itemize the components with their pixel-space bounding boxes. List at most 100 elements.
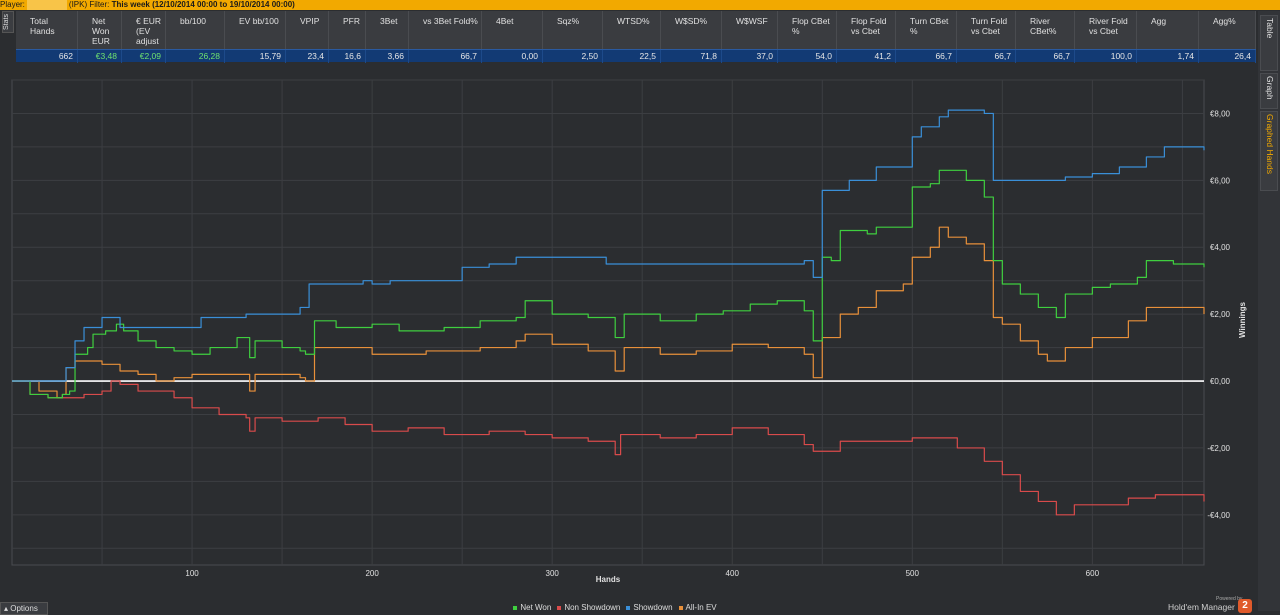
legend-swatch [557,605,562,610]
y-tick-labels: -€4,00 -€2,00 €0,00 €2,00 €4,00 €6,00 €8,00 [1207,109,1230,519]
options-label: Options [10,604,38,613]
stats-cell: 0,00 [482,50,543,63]
legend-item[interactable]: Non Showdown [557,603,620,612]
x-tick-label: 600 [1086,569,1100,578]
stats-cell: 15,79 [225,50,286,63]
stats-column-header[interactable]: VPIP [286,11,329,49]
y-axis-label: Winnings [1238,301,1247,337]
stats-column-header[interactable]: River CBet% [1016,11,1075,49]
stats-column-header[interactable]: bb/100 [166,11,225,49]
series-line-non-showdown[interactable] [12,380,1205,516]
legend-label: All-In EV [685,603,717,612]
stats-cell: 662 [16,50,78,63]
stats-cell: 22,5 [603,50,661,63]
y-tick-label: €4,00 [1210,243,1231,252]
player-label: Player: [0,0,25,9]
y-tick-label: -€2,00 [1207,444,1230,453]
legend-label: Non Showdown [564,603,621,612]
stats-column-header[interactable]: River Fold vs Cbet [1075,11,1137,49]
x-tick-label: 100 [185,569,199,578]
brand-name: Hold'em Manager [1168,602,1235,612]
tab-graph[interactable]: Graph [1260,73,1278,109]
stats-column-header[interactable]: 3Bet [366,11,409,49]
legend-swatch [678,605,683,610]
tab-graph-label: Graph [1265,76,1275,100]
legend-swatch [513,605,518,610]
stats-cell: 71,8 [661,50,722,63]
x-axis-label: Hands [596,575,621,584]
stats-cell: €3,48 [78,50,122,63]
legend-label: Net Won [520,603,552,612]
tab-table-label: Table [1265,18,1275,39]
stats-column-header[interactable]: Turn Fold vs Cbet [957,11,1016,49]
legend-swatch [626,605,631,610]
stats-column-header[interactable]: EV bb/100 [225,11,286,49]
stats-column-header[interactable]: Sqz% [543,11,603,49]
stats-cell: 54,0 [778,50,837,63]
stats-column-header[interactable]: Net Won EUR [78,11,122,49]
series-lines [12,109,1205,516]
stats-table: Total Hands Net Won EUR € EUR (EV adjust bb… [16,11,1256,63]
filter-bar: Player: (IPK) Filter: This week (12/10/2… [0,0,1280,10]
legend-item[interactable]: All-In EV [678,603,717,612]
stats-cell: 3,66 [366,50,409,63]
stats-cell: 66,7 [1016,50,1075,63]
tab-stats-label: Stats [3,14,10,30]
tab-stats[interactable]: Stats [2,11,14,33]
stats-cell: 37,0 [722,50,778,63]
legend-item[interactable]: Net Won [513,603,551,612]
stats-column-header[interactable]: Turn CBet % [896,11,957,49]
series-line-showdown[interactable] [12,109,1205,382]
winnings-chart-svg: 100 200 300 400 500 600 -€4,00 -€2,00 €0,00 €2,0… [11,79,1247,584]
stats-cell: €2,09 [122,50,166,63]
right-tab-strip: Table Graph Graphed Hands [1258,11,1280,611]
y-tick-label: €2,00 [1210,310,1231,319]
stats-cell: 2,50 [543,50,603,63]
brand-logo: Powered by Hold'em Manager 2 [1168,596,1258,613]
x-tick-labels: 100 200 300 400 500 600 [185,569,1099,578]
player-suffix: (IPK) [68,0,88,9]
filter-value[interactable]: This week (12/10/2014 00:00 to 19/10/201… [111,0,295,9]
filter-label: Filter: [89,0,110,9]
stats-cell: 1,74 [1137,50,1199,63]
plot-area [11,79,1205,566]
x-tick-label: 500 [906,569,920,578]
y-tick-label: €0,00 [1210,377,1231,386]
stats-column-header[interactable]: PFR [329,11,366,49]
stats-cell: 16,6 [329,50,366,63]
series-line-net-won[interactable] [12,169,1205,399]
stats-column-header[interactable]: Agg% [1199,11,1256,49]
stats-cell: 26,4 [1199,50,1256,63]
y-tick-label: €6,00 [1210,176,1231,185]
x-tick-label: 300 [546,569,560,578]
stats-column-header[interactable]: 4Bet [482,11,543,49]
brand-badge-icon: 2 [1238,599,1252,613]
series-line-all-in-ev[interactable] [12,226,1205,399]
stats-cell: 66,7 [409,50,482,63]
stats-cell: 23,4 [286,50,329,63]
stats-column-header[interactable]: W$SD% [661,11,722,49]
powered-by-text: Powered by [1216,596,1243,602]
stats-column-header[interactable]: Flop Fold vs Cbet [837,11,896,49]
stats-cell: 66,7 [957,50,1016,63]
stats-header-row: Total Hands Net Won EUR € EUR (EV adjust bb… [16,11,1256,49]
legend-item[interactable]: Showdown [626,603,673,612]
stats-column-header[interactable]: vs 3Bet Fold% [409,11,482,49]
stats-column-header[interactable]: WTSD% [603,11,661,49]
stats-column-header[interactable]: € EUR (EV adjust [122,11,166,49]
stats-cell: 26,28 [166,50,225,63]
stats-column-header[interactable]: Total Hands [16,11,78,49]
stats-cell: 41,2 [837,50,896,63]
tab-graphed-hands[interactable]: Graphed Hands [1260,111,1278,191]
stats-data-row[interactable]: 662 €3,48 €2,09 26,28 15,79 23,4 16,6 3,66 66,7 0… [16,49,1256,63]
stats-cell: 100,0 [1075,50,1137,63]
chevron-up-icon: ▴ [4,604,9,613]
stats-column-header[interactable]: Agg [1137,11,1199,49]
winnings-graph[interactable]: 100 200 300 400 500 600 -€4,00 -€2,00 €0,00 €2,0… [0,70,1258,600]
grid-lines [12,79,1204,565]
stats-column-header[interactable]: W$WSF [722,11,778,49]
player-name-field[interactable] [26,0,67,10]
stats-column-header[interactable]: Flop CBet % [778,11,837,49]
tab-table[interactable]: Table [1260,15,1278,71]
